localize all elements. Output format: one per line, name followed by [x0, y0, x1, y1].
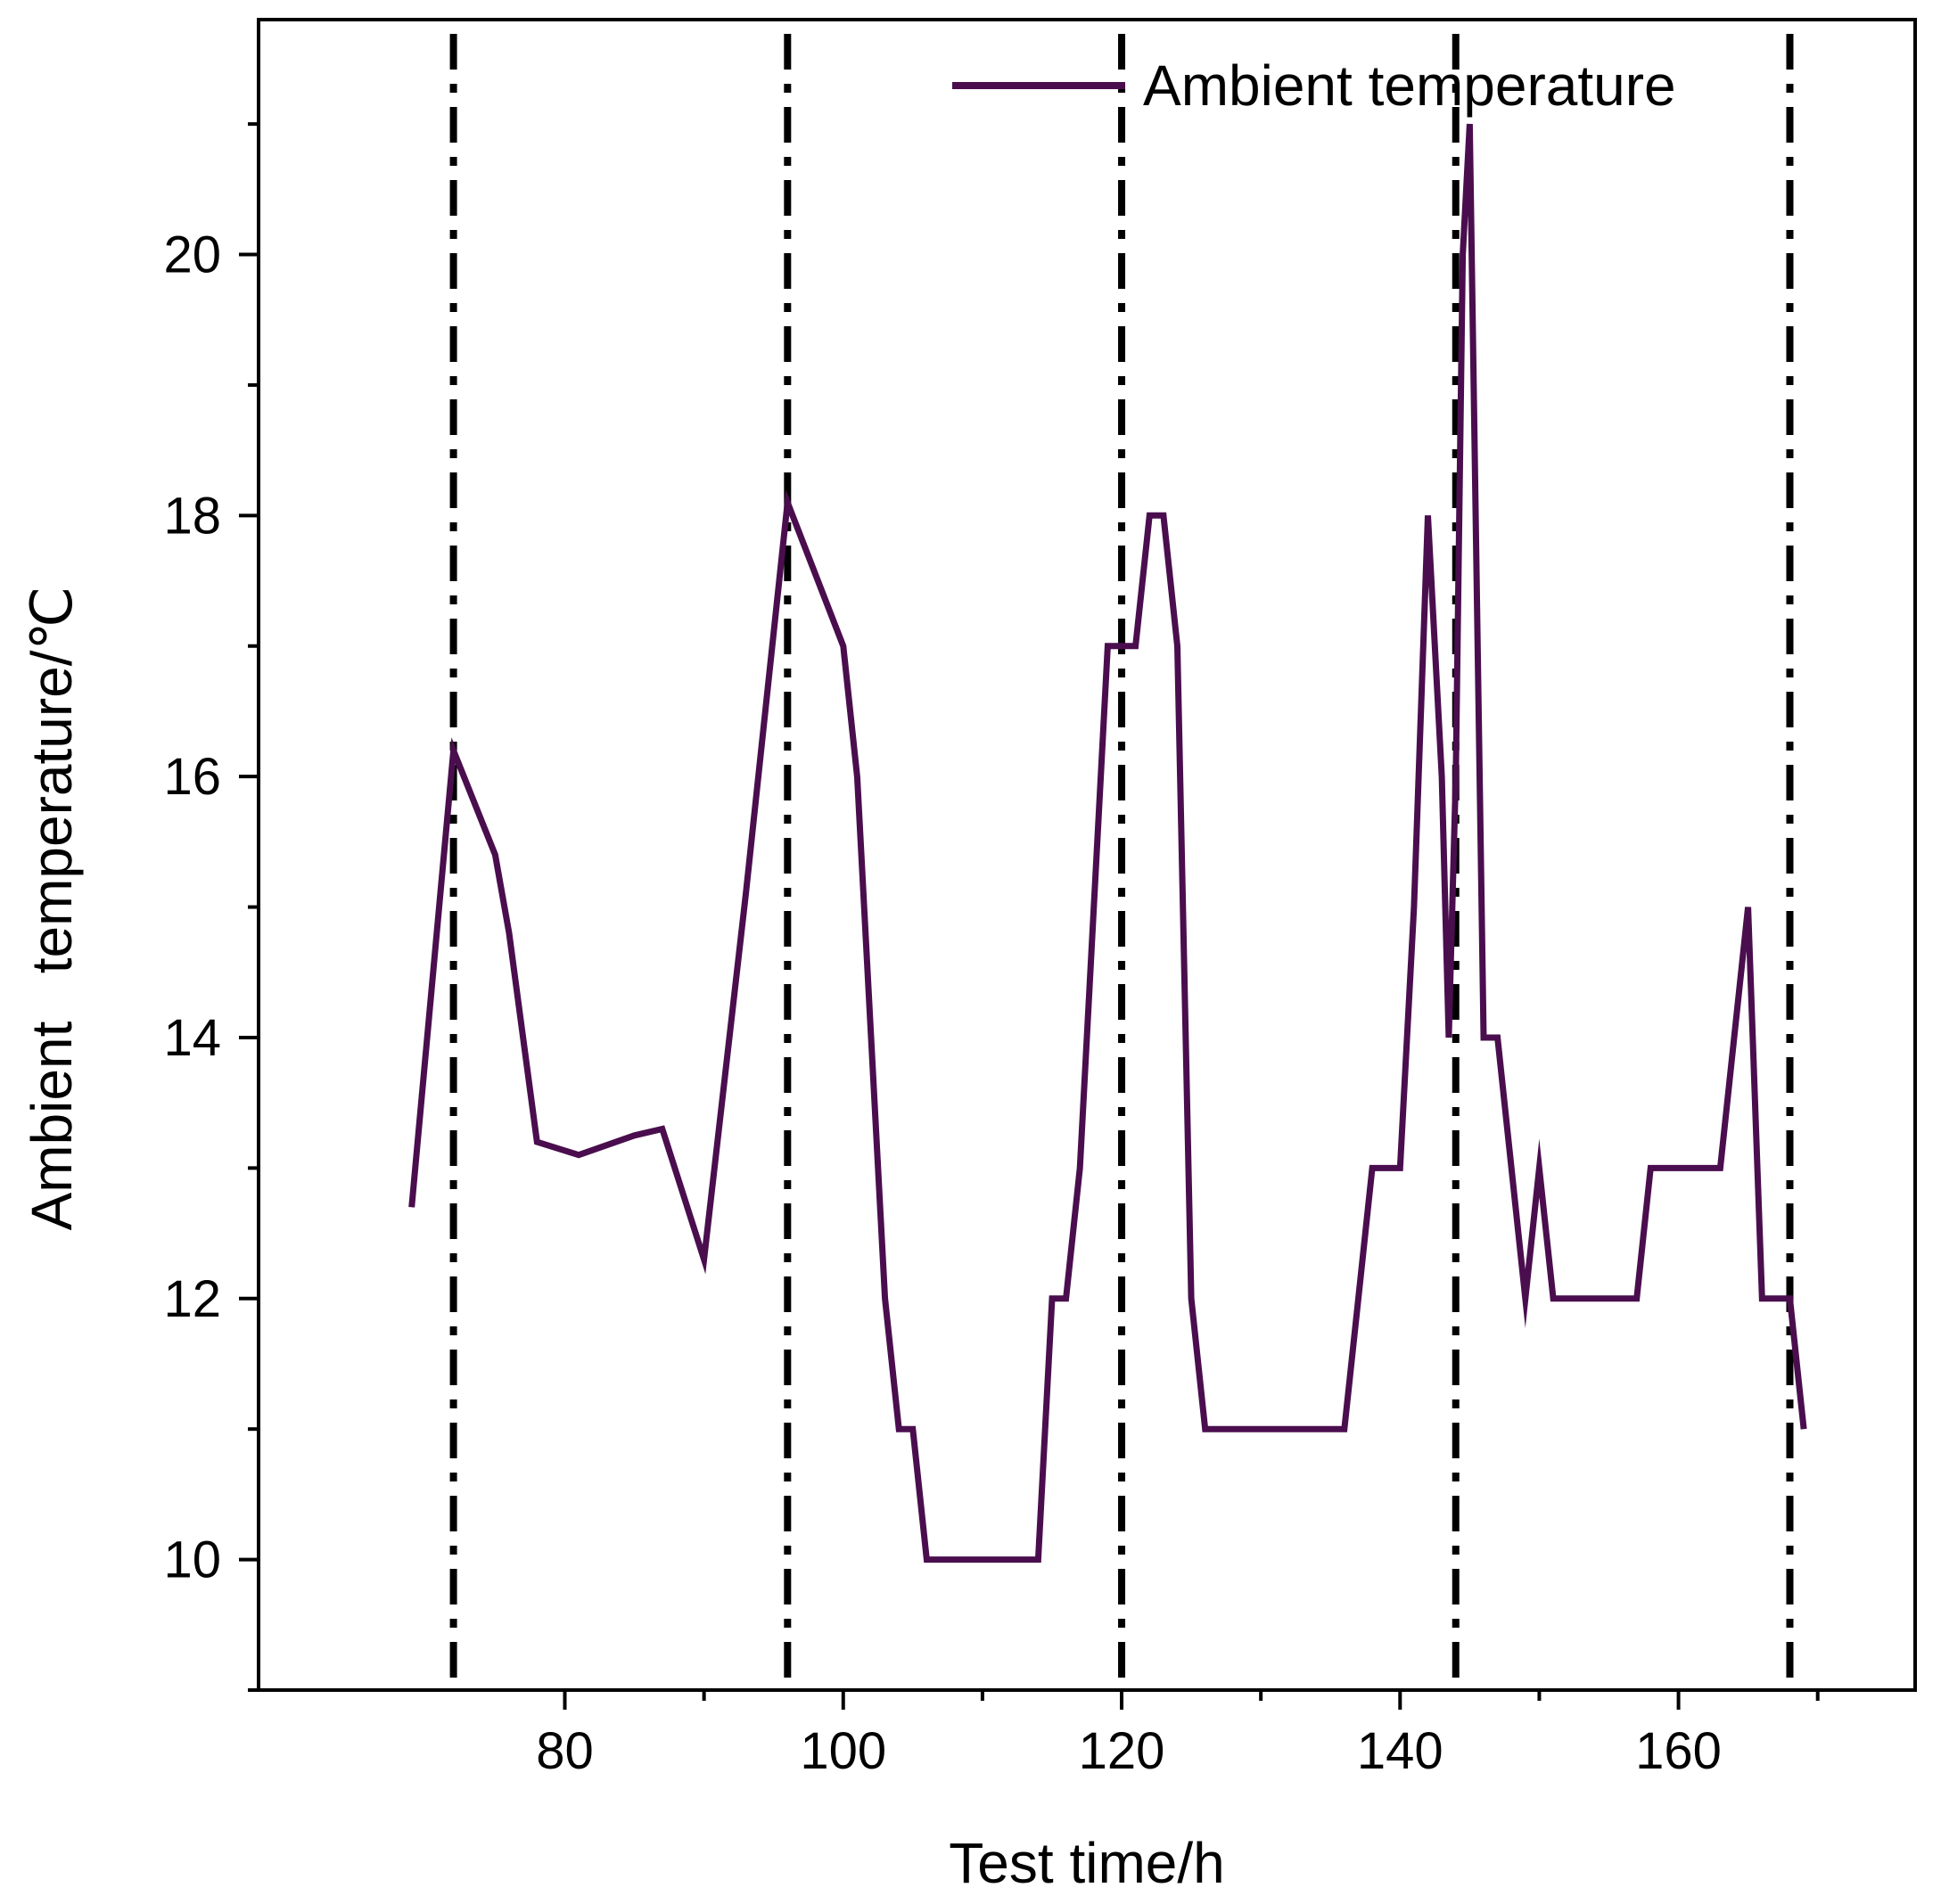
x-tick-label-120: 120 — [1079, 1722, 1165, 1780]
x-tick-label-100: 100 — [800, 1722, 886, 1780]
y-tick-label-14: 14 — [163, 1009, 221, 1067]
legend: Ambient temperature — [952, 53, 1676, 118]
x-axis-title: Test time/h — [949, 1831, 1224, 1895]
series-line-ambient-temperature — [408, 123, 1807, 1563]
y-tick-label-20: 20 — [163, 226, 221, 284]
x-axis-ticks: 80 100 120 140 160 — [536, 1690, 1820, 1780]
y-tick-label-12: 12 — [163, 1270, 221, 1328]
reference-lines — [449, 34, 1794, 1690]
x-tick-label-160: 160 — [1635, 1722, 1722, 1780]
x-tick-label-140: 140 — [1357, 1722, 1443, 1780]
series-layer — [408, 123, 1807, 1563]
y-axis-ticks: 10 12 14 16 18 20 — [163, 122, 259, 1692]
x-tick-label-80: 80 — [536, 1722, 594, 1780]
legend-label-ambient-temperature: Ambient temperature — [1143, 53, 1676, 118]
y-tick-label-10: 10 — [163, 1531, 221, 1589]
y-tick-label-16: 16 — [163, 748, 221, 806]
axes-frame — [257, 18, 1917, 1692]
y-axis-title: Ambient temperature/℃ — [20, 587, 84, 1231]
y-tick-label-18: 18 — [163, 487, 221, 545]
